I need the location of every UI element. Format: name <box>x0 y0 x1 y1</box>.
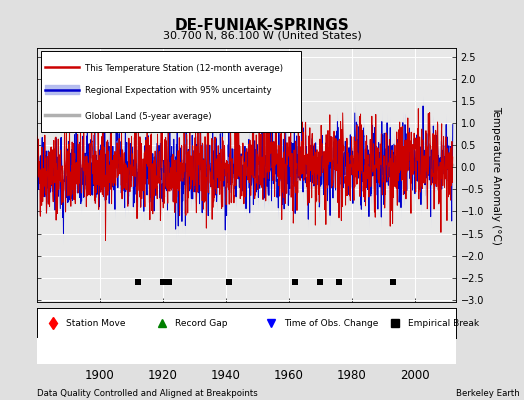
Text: 30.700 N, 86.100 W (United States): 30.700 N, 86.100 W (United States) <box>162 30 362 40</box>
Y-axis label: Temperature Anomaly (°C): Temperature Anomaly (°C) <box>492 106 501 244</box>
Text: Data Quality Controlled and Aligned at Breakpoints: Data Quality Controlled and Aligned at B… <box>37 389 257 398</box>
Text: Regional Expectation with 95% uncertainty: Regional Expectation with 95% uncertaint… <box>85 86 271 95</box>
Text: Record Gap: Record Gap <box>175 318 227 328</box>
Text: Time of Obs. Change: Time of Obs. Change <box>284 318 378 328</box>
Text: Berkeley Earth: Berkeley Earth <box>456 389 520 398</box>
Text: Global Land (5-year average): Global Land (5-year average) <box>85 112 211 120</box>
Bar <box>41 50 301 132</box>
Text: Empirical Break: Empirical Break <box>408 318 479 328</box>
Text: DE-FUNIAK-SPRINGS: DE-FUNIAK-SPRINGS <box>174 18 350 33</box>
Text: This Temperature Station (12-month average): This Temperature Station (12-month avera… <box>85 64 283 73</box>
Text: Station Move: Station Move <box>66 318 126 328</box>
